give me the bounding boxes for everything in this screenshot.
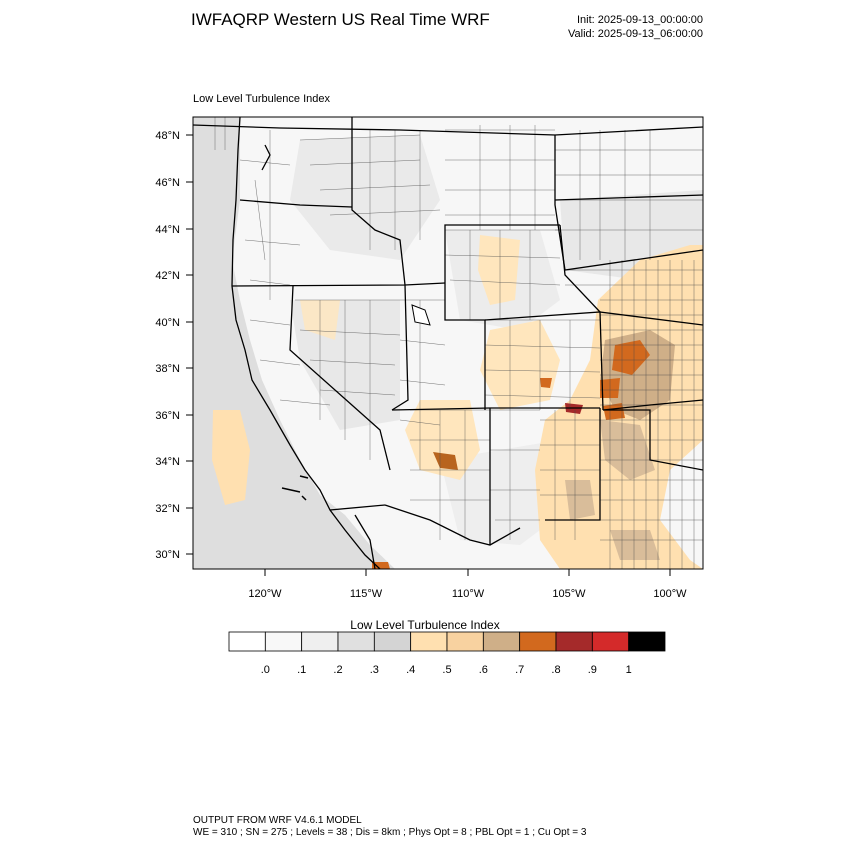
lat-label: 34°N <box>155 456 180 468</box>
colorbar-tick-label: .4 <box>406 664 415 676</box>
latitude-axis: 48°N 46°N 44°N 42°N 40°N 38°N 36°N 34°N … <box>155 130 193 561</box>
colorbar-tick-label: .2 <box>333 664 342 676</box>
county-grid <box>540 130 703 569</box>
turbulence-region <box>478 235 520 305</box>
colorbar-swatch <box>555 631 593 652</box>
lat-label: 46°N <box>155 177 180 189</box>
colorbar-tick-label: 1 <box>626 664 632 676</box>
colorbar-tick-label: .0 <box>261 664 270 676</box>
colorbar-swatch <box>628 631 666 652</box>
lat-label: 40°N <box>155 317 180 329</box>
colorbar-tick-label: .1 <box>297 664 306 676</box>
colorbar-swatch <box>264 631 303 652</box>
map-area <box>193 117 703 569</box>
valid-time-label: Valid: 2025-09-13_06:00:00 <box>568 28 703 40</box>
turbulence-region-high <box>600 420 655 480</box>
colorbar-tick-label: .9 <box>588 664 597 676</box>
colorbar-swatch <box>228 631 266 652</box>
lat-label: 38°N <box>155 363 180 375</box>
panel-title: Low Level Turbulence Index <box>193 93 330 105</box>
turbulence-region-high <box>610 530 660 560</box>
lat-label: 36°N <box>155 410 180 422</box>
turbulence-hotspot <box>612 340 650 375</box>
turbulence-hotspot <box>433 452 458 470</box>
colorbar-swatch <box>482 631 521 652</box>
lon-label: 100°W <box>653 588 687 600</box>
lat-label: 30°N <box>155 549 180 561</box>
lon-label: 115°W <box>350 588 383 600</box>
colorbar-swatch <box>446 631 484 652</box>
islands <box>281 475 309 501</box>
colorbar-swatch <box>373 631 412 652</box>
coastline <box>231 117 381 569</box>
turbulence-region-high <box>565 480 595 520</box>
lat-label: 48°N <box>155 130 180 142</box>
lat-label: 44°N <box>155 224 180 236</box>
footer-config-line: WE = 310 ; SN = 275 ; Levels = 38 ; Dis … <box>193 827 587 838</box>
colorbar-swatch <box>410 631 448 652</box>
colorbar-swatch <box>337 631 375 652</box>
great-salt-lake <box>411 304 431 326</box>
colorbar: .0 .1 .2 .3 .4 .5 .6 .7 .8 .9 1 <box>228 631 666 676</box>
turbulence-hotspot <box>603 403 625 420</box>
turbulence-region <box>212 410 250 505</box>
init-time-label: Init: 2025-09-13_00:00:00 <box>577 14 703 26</box>
lat-label: 32°N <box>155 503 180 515</box>
colorbar-tick-label: .7 <box>515 664 524 676</box>
colorbar-tick-label: .6 <box>479 664 488 676</box>
footer-model-line: OUTPUT FROM WRF V4.6.1 MODEL <box>193 815 362 826</box>
turbulence-hotspot <box>540 378 552 388</box>
colorbar-tick-label: .3 <box>370 664 379 676</box>
colorbar-swatch <box>301 631 339 652</box>
colorbar-tick-label: .8 <box>551 664 560 676</box>
turbulence-hotspot <box>372 562 390 569</box>
terrain-shade <box>290 135 440 260</box>
colorbar-title: Low Level Turbulence Index <box>350 618 500 632</box>
colorbar-swatch <box>591 631 630 652</box>
state-borders <box>193 117 703 546</box>
baja-coast <box>354 514 376 569</box>
map-frame <box>192 116 704 570</box>
main-title: IWFAQRP Western US Real Time WRF <box>191 10 490 29</box>
lon-label: 120°W <box>248 588 282 600</box>
colorbar-tick-label: .5 <box>442 664 451 676</box>
longitude-axis: 120°W 115°W 110°W 105°W 100°W <box>248 569 687 600</box>
lon-label: 105°W <box>552 588 586 600</box>
lon-label: 110°W <box>452 588 485 600</box>
puget-sound <box>261 144 271 171</box>
county-lines <box>214 117 601 540</box>
lat-label: 42°N <box>155 270 180 282</box>
colorbar-swatch <box>519 631 557 652</box>
